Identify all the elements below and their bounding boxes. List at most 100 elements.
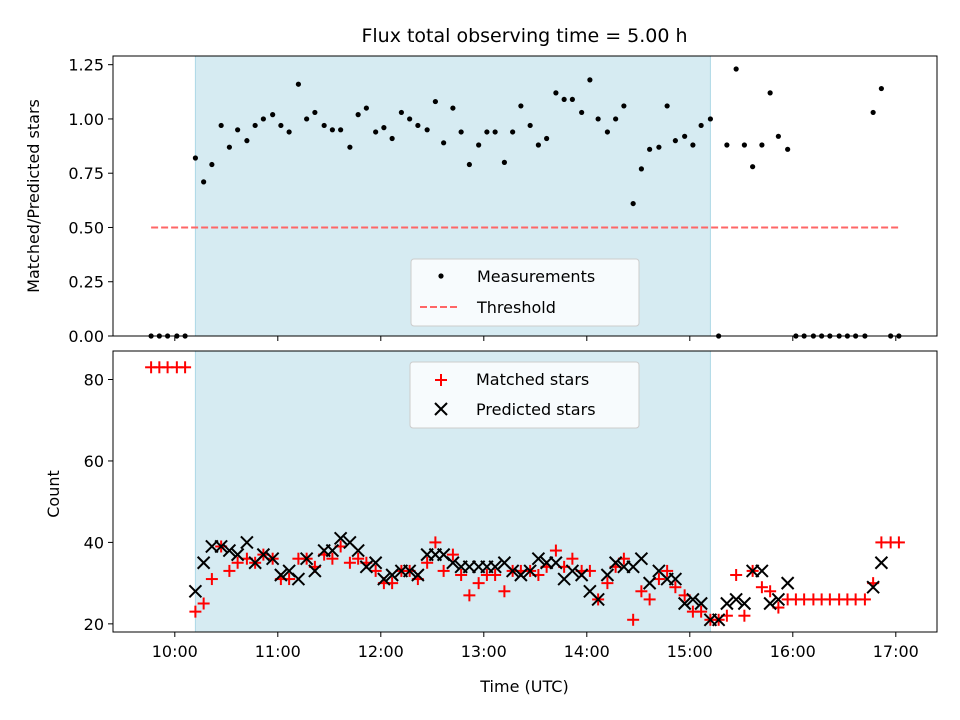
predicted-stars-point bbox=[411, 568, 425, 582]
measurement-point bbox=[270, 112, 276, 118]
predicted-stars-point bbox=[325, 543, 340, 558]
measurement-point bbox=[775, 133, 781, 139]
measurement-point bbox=[664, 103, 670, 109]
predicted-stars-point bbox=[505, 564, 520, 578]
measurement-point bbox=[381, 125, 387, 131]
measurement-point bbox=[338, 127, 344, 133]
measurement-point bbox=[647, 146, 653, 152]
predicted-stars-point bbox=[874, 556, 889, 570]
predicted-stars-point bbox=[274, 568, 288, 582]
measurement-point bbox=[389, 135, 395, 142]
matched-stars-point bbox=[738, 609, 751, 622]
measurement-point bbox=[226, 144, 232, 150]
matched-stars-point bbox=[892, 536, 905, 549]
predicted-stars-point bbox=[755, 564, 769, 578]
predicted-stars-point bbox=[488, 560, 502, 574]
predicted-stars-point bbox=[686, 592, 700, 607]
matched-stars-point bbox=[326, 552, 339, 565]
measurement-point bbox=[218, 122, 224, 129]
count-x-tick-label: 13:00 bbox=[461, 642, 507, 661]
count-x-tick-label: 14:00 bbox=[564, 642, 610, 661]
count-x-tick-label: 11:00 bbox=[255, 642, 301, 661]
matched-stars-point bbox=[635, 585, 648, 598]
matched-stars-point bbox=[695, 605, 708, 618]
measurement-point bbox=[698, 122, 704, 129]
measurement-point bbox=[672, 138, 678, 144]
measurement-point bbox=[767, 90, 773, 96]
measurement-point bbox=[415, 122, 421, 129]
measurement-point bbox=[750, 164, 756, 170]
measurement-point bbox=[312, 109, 318, 116]
count-legend: Matched stars Predicted stars bbox=[409, 361, 640, 429]
ratio-y-axis-label: Matched/Predicted stars bbox=[24, 99, 43, 293]
predicted-stars-point bbox=[214, 539, 228, 554]
predicted-stars-point bbox=[600, 568, 615, 582]
matched-stars-point bbox=[197, 597, 210, 610]
matched-stars-point bbox=[755, 581, 768, 594]
measurement-point bbox=[278, 122, 284, 129]
measurement-point bbox=[569, 96, 575, 103]
legend-predicted-marker bbox=[434, 402, 448, 416]
measurement-point bbox=[201, 179, 207, 185]
measurement-point bbox=[398, 109, 404, 116]
matched-stars-point bbox=[231, 556, 244, 569]
measurement-point bbox=[638, 166, 644, 172]
ratio-ticks: 0.00 0.25 0.50 0.75 1.00 1.25 bbox=[68, 56, 897, 346]
matched-stars-point bbox=[669, 581, 682, 594]
predicted-stars-point bbox=[634, 551, 649, 566]
ratio-y-tick-label: 0.25 bbox=[68, 273, 104, 292]
count-x-tick-label: 10:00 bbox=[152, 642, 198, 661]
ratio-y-tick-label: 0.00 bbox=[68, 327, 104, 346]
measurement-point bbox=[424, 127, 430, 133]
matched-stars-point bbox=[858, 593, 871, 606]
ratio-y-tick-label: 1.00 bbox=[68, 110, 104, 129]
measurement-point bbox=[870, 109, 876, 116]
measurement-point bbox=[252, 122, 258, 129]
predicted-stars-point bbox=[763, 596, 777, 611]
measurement-point bbox=[785, 146, 791, 152]
measurement-point bbox=[630, 200, 636, 207]
predicted-stars-point bbox=[720, 596, 734, 611]
measurement-point bbox=[450, 105, 456, 111]
predicted-stars-point bbox=[446, 556, 460, 570]
ratio-legend: Measurements Threshold bbox=[410, 258, 640, 327]
matched-stars-point bbox=[661, 564, 674, 577]
matched-stars-point bbox=[446, 548, 459, 561]
count-y-tick-label: 80 bbox=[84, 371, 104, 390]
matched-stars-point bbox=[730, 568, 743, 581]
measurement-point bbox=[441, 140, 447, 146]
measurement-point bbox=[235, 127, 241, 133]
legend-predicted-label: Predicted stars bbox=[476, 400, 596, 419]
measurement-point bbox=[527, 122, 533, 129]
measurement-point bbox=[476, 142, 482, 148]
count-y-tick-label: 20 bbox=[84, 615, 104, 634]
predicted-stars-point bbox=[291, 572, 306, 586]
matched-stars-point bbox=[455, 568, 468, 581]
measurement-point bbox=[363, 105, 369, 111]
measurement-point bbox=[613, 116, 619, 122]
measurement-point bbox=[501, 159, 507, 165]
predicted-stars-point bbox=[308, 564, 322, 578]
measurement-point bbox=[724, 142, 730, 148]
ratio-axes: 0.00 0.25 0.50 0.75 1.00 1.25 Matched/Predict… bbox=[24, 55, 938, 346]
matched-stars-point bbox=[463, 589, 476, 602]
ratio-y-tick-label: 1.25 bbox=[68, 56, 104, 75]
matched-stars-point bbox=[643, 593, 656, 606]
count-legend-box bbox=[409, 361, 640, 429]
x-axis-label: Time (UTC) bbox=[479, 677, 568, 696]
predicted-stars-point bbox=[523, 564, 537, 578]
matched-stars-point bbox=[566, 552, 579, 565]
measurement-point bbox=[329, 127, 335, 133]
measurement-point bbox=[759, 142, 765, 148]
matched-stars-point bbox=[189, 605, 202, 618]
matched-stars-point bbox=[498, 585, 511, 598]
measurement-point bbox=[733, 66, 739, 72]
matched-stars-point bbox=[429, 536, 442, 549]
predicted-stars-point bbox=[333, 531, 348, 546]
predicted-stars-point bbox=[222, 543, 237, 558]
count-x-tick-label: 15:00 bbox=[667, 642, 713, 661]
ratio-y-tick-label: 0.75 bbox=[68, 164, 104, 183]
matched-stars-point bbox=[343, 556, 356, 569]
predicted-stars-point bbox=[608, 556, 623, 570]
